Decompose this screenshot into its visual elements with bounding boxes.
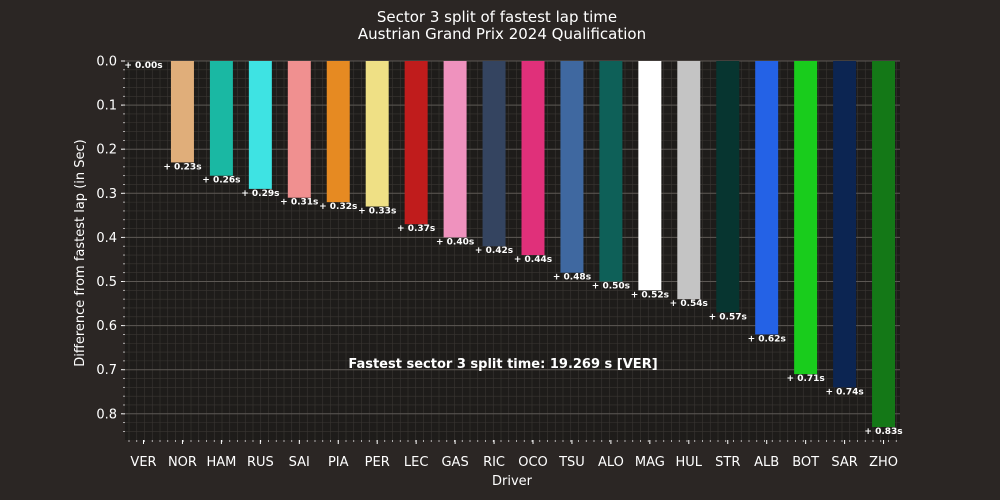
x-tick-label: ALB — [754, 455, 779, 470]
bar-nor — [170, 61, 194, 163]
x-tick-label: HAM — [206, 455, 236, 470]
bar-value-label: + 0.00s — [124, 61, 162, 71]
x-tick-labels: VER NOR HAM RUS SAI PIA PER LEC GAS RIC OCO TSU ALO M… — [130, 455, 898, 470]
x-tick-label: RUS — [247, 455, 274, 470]
bar-value-label: + 0.50s — [592, 282, 630, 292]
bar-zho — [872, 61, 896, 428]
bar-tsu — [560, 61, 584, 273]
bar-alb — [755, 61, 779, 335]
tick-marks — [121, 60, 897, 444]
bar-sai — [287, 61, 311, 198]
x-tick-label: PER — [365, 455, 390, 470]
y-tick-label: 0.8 — [96, 407, 117, 422]
bar-value-label: + 0.40s — [436, 237, 474, 247]
bar-mag — [638, 61, 662, 291]
bar-value-label: + 0.57s — [709, 312, 747, 322]
x-tick-label: ALO — [598, 455, 624, 470]
bar-gas — [443, 61, 467, 238]
x-tick-label: SAR — [831, 455, 857, 470]
bar-ric — [482, 61, 506, 247]
bar-value-label: + 0.29s — [241, 189, 279, 199]
bar-sar — [833, 61, 857, 388]
x-tick-label: LEC — [404, 455, 429, 470]
fastest-split-annotation: Fastest sector 3 split time: 19.269 s [V… — [348, 357, 657, 372]
x-axis-label: Driver — [492, 474, 533, 489]
bar-bot — [794, 61, 818, 375]
y-tick-label: 0.1 — [96, 99, 117, 114]
x-tick-label: HUL — [676, 455, 703, 470]
x-tick-label: STR — [715, 455, 740, 470]
y-tick-label: 0.2 — [96, 143, 117, 158]
x-tick-label: VER — [130, 455, 156, 470]
x-tick-label: PIA — [328, 455, 349, 470]
bar-value-label: + 0.48s — [553, 273, 591, 283]
x-tick-label: OCO — [518, 455, 548, 470]
x-tick-label: BOT — [792, 455, 819, 470]
bar-value-label: + 0.23s — [163, 162, 201, 172]
bar-alo — [599, 61, 623, 282]
x-tick-label: SAI — [289, 455, 310, 470]
bar-value-label: + 0.74s — [825, 387, 863, 397]
x-tick-label: MAG — [635, 455, 665, 470]
bar-value-label: + 0.54s — [670, 299, 708, 309]
x-tick-label: RIC — [483, 455, 505, 470]
x-tick-label: TSU — [558, 455, 585, 470]
bar-value-label: + 0.83s — [864, 427, 902, 437]
y-tick-label: 0.4 — [96, 231, 117, 246]
x-tick-label: NOR — [168, 455, 197, 470]
bar-value-label: + 0.62s — [748, 334, 786, 344]
bar-rus — [248, 61, 272, 189]
bar-value-label: + 0.52s — [631, 290, 669, 300]
bar-value-label: + 0.37s — [397, 224, 435, 234]
x-tick-label: ZHO — [869, 455, 898, 470]
bar-pia — [326, 61, 350, 203]
bar-value-label: + 0.31s — [280, 198, 318, 208]
y-tick-label: 0.0 — [96, 55, 117, 70]
bar-value-label: + 0.44s — [514, 255, 552, 265]
bar-hul — [677, 61, 701, 300]
bar-value-label: + 0.71s — [787, 374, 825, 384]
bar-lec — [404, 61, 428, 225]
bar-oco — [521, 61, 545, 256]
y-tick-label: 0.7 — [96, 363, 117, 378]
y-axis-label: Difference from fastest lap (in Sec) — [73, 139, 88, 366]
y-tick-label: 0.6 — [96, 319, 117, 334]
y-tick-label: 0.5 — [96, 275, 117, 290]
bar-ham — [209, 61, 233, 176]
bar-value-label: + 0.26s — [202, 176, 240, 186]
bar-value-label: + 0.42s — [475, 246, 513, 256]
chart-subtitle: Austrian Grand Prix 2024 Qualification — [358, 25, 646, 43]
bar-str — [716, 61, 740, 313]
y-tick-labels: 0.0 0.1 0.2 0.3 0.4 0.5 0.6 0.7 0.8 — [96, 55, 117, 423]
bar-value-label: + 0.32s — [319, 202, 357, 212]
bars: + 0.00s+ 0.23s+ 0.26s+ 0.29s+ 0.31s + 0.3… — [124, 61, 903, 437]
bar-value-label: + 0.33s — [358, 207, 396, 217]
bar-per — [365, 61, 389, 207]
y-tick-label: 0.3 — [96, 187, 117, 202]
chart-title: Sector 3 split of fastest lap time — [377, 8, 617, 26]
x-tick-label: GAS — [441, 455, 468, 470]
